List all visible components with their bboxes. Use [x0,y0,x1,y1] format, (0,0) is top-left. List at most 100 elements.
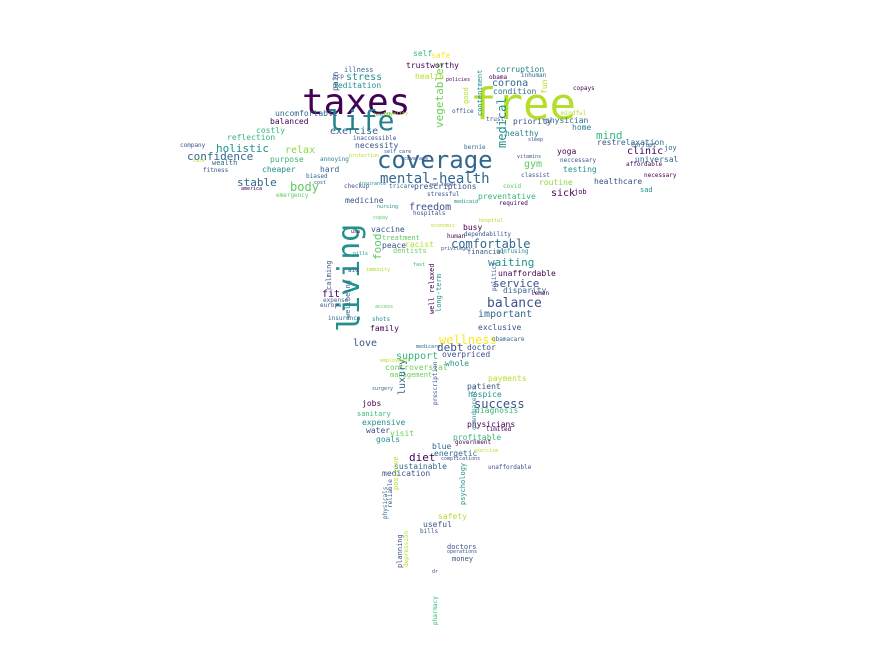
cloud-word: annoying [320,156,349,163]
cloud-word: stress [346,72,383,83]
cloud-word: well relaxed [428,263,436,314]
cloud-word: fun [540,79,549,94]
cloud-word: financial [467,248,505,256]
cloud-word: medicine [345,196,384,205]
cloud-word: sad [640,186,653,194]
cloud-word: exercise [330,126,379,137]
cloud-word: support [396,351,439,362]
cloud-word: treatment [382,234,420,242]
cloud-word: exercise [474,448,499,454]
cloud-word: priority [513,117,552,126]
cloud-word: hospital [479,218,504,224]
cloud-word: expensive [362,418,406,427]
cloud-word: taxes [302,82,411,123]
cloud-word: copays [573,85,595,92]
cloud-word: dr [432,569,439,575]
cloud-word: service [493,277,540,290]
cloud-word: coverage [377,146,493,174]
cloud-word: luxury [397,358,408,395]
cloud-word: long-term [435,274,443,312]
cloud-word: diagnosis [475,406,519,415]
cloud-word: disparity [503,286,547,295]
cloud-word: emergency [276,192,309,199]
cloud-word: necessary [644,172,677,179]
cloud-word: routine [539,178,573,187]
cloud-word: hospitals [413,210,446,217]
cloud-word: yoga [557,147,577,156]
cloud-word: psychology [459,462,467,505]
cloud-word: doctor [467,343,496,352]
cloud-word: rest [597,138,617,147]
cloud-word: jobs [362,399,382,408]
cloud-word: uncomfortable [275,109,338,118]
cloud-word: visit [390,429,415,438]
cloud-word: fast [413,262,426,268]
cloud-word: tricare [389,183,415,190]
cloud-word: success [474,397,525,411]
cloud-word: calming [325,260,333,290]
cloud-word: checkup [344,183,370,190]
cloud-word: safe [431,51,451,60]
cloud-word: body [290,180,319,194]
cloud-word: coverage [404,156,429,162]
cloud-word: medication [382,469,431,478]
cloud-word: depression [403,530,410,567]
cloud-word: debt [437,341,464,354]
cloud-word: shots [372,316,391,323]
cloud-word: physician [545,116,589,125]
cloud-word: policies [446,77,471,83]
cloud-word: home [572,123,592,132]
cloud-word: company [180,142,206,149]
cloud-word: mind [596,129,623,142]
cloud-word: complications [441,456,481,462]
cloud-word: love [353,338,378,349]
cloud-word: doctors [447,543,477,551]
cloud-word: costly [256,126,285,135]
cloud-word: copay [373,215,389,221]
cloud-word: sustainable [394,462,447,471]
cloud-word: red tape [429,182,454,188]
cloud-word: corrupt [631,142,657,149]
cloud-word: protection [349,153,380,159]
cloud-word: corruption [496,65,545,74]
cloud-word: payments [488,374,527,383]
cloud-word: corona [492,78,529,89]
cloud-word: trustworthy [406,61,459,70]
cloud-word: good [462,87,470,104]
cloud-word: obamacare [492,336,525,343]
cloud-word: overpriced [442,350,491,359]
cloud-word: government [455,439,492,446]
cloud-word: pills [353,251,369,257]
cloud-word: necessity [355,141,399,150]
cloud-word: job [574,188,587,196]
cloud-word: politics [491,262,498,291]
cloud-word: economic [431,223,456,229]
cloud-word: condition [493,87,537,96]
cloud-word: whole [445,359,470,368]
cloud-word: management [390,371,433,379]
cloud-word: controversial [385,363,448,372]
cloud-word: aid [348,267,359,274]
cloud-word: vaccine [371,225,405,234]
cloud-word: sick [551,188,576,199]
cloud-word: profitable [453,433,502,442]
cloud-word: purpose [270,155,304,164]
cloud-word: wealth [212,159,238,167]
cloud-word: energetic [434,449,478,458]
cloud-word: preventative [478,192,536,201]
cloud-word: diet [409,451,436,464]
cloud-word: covid [503,183,522,190]
cloud-word: clinic [627,146,664,157]
cloud-word: goals [376,435,401,444]
cloud-word: gym [524,159,543,170]
cloud-word: obama [489,74,508,81]
cloud-word: cheaper [262,165,296,174]
cloud-word: access [375,304,394,310]
cloud-word: important [478,309,533,320]
cloud-word: money [452,555,474,563]
cloud-word: office [452,108,474,115]
cloud-word: illness [344,66,374,74]
cloud-word: testing [563,165,597,174]
cloud-word: dependability [464,231,511,238]
cloud-word: patient [467,382,501,391]
